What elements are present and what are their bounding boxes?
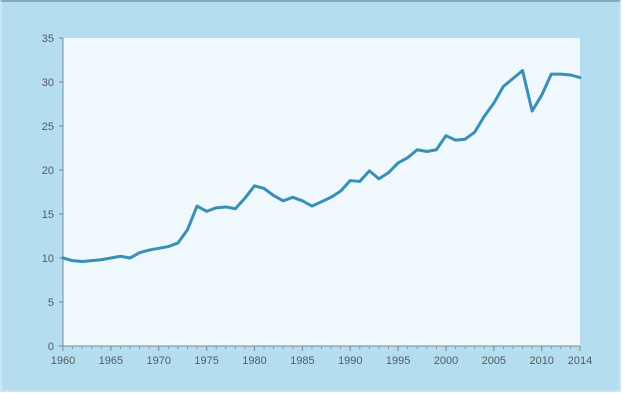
data-point-2008 bbox=[521, 69, 524, 72]
data-point-1960 bbox=[61, 256, 65, 260]
x-tick-label-2014: 2014 bbox=[568, 355, 592, 367]
data-point-2011 bbox=[550, 72, 553, 76]
data-point-1978 bbox=[234, 207, 237, 210]
plot-area bbox=[63, 38, 580, 346]
data-point-1965 bbox=[109, 256, 113, 260]
data-point-1972 bbox=[176, 241, 180, 245]
x-tick-label-2000: 2000 bbox=[434, 355, 458, 367]
data-point-2002 bbox=[463, 138, 467, 141]
data-point-2010 bbox=[540, 94, 543, 97]
data-point-1984 bbox=[291, 196, 294, 199]
x-tick-label-1990: 1990 bbox=[338, 355, 362, 367]
data-point-2004 bbox=[483, 115, 486, 118]
data-point-1967 bbox=[128, 256, 132, 260]
y-tick-label-10: 10 bbox=[42, 253, 54, 265]
y-tick-label-15: 15 bbox=[42, 209, 54, 221]
y-tick-label-25: 25 bbox=[42, 121, 54, 133]
data-point-2006 bbox=[502, 85, 505, 88]
x-tick-label-1980: 1980 bbox=[242, 355, 266, 367]
y-tick-label-35: 35 bbox=[42, 33, 54, 45]
data-point-1987 bbox=[320, 200, 323, 203]
data-point-2005 bbox=[492, 101, 496, 105]
data-point-1985 bbox=[301, 199, 304, 202]
data-point-1975 bbox=[205, 210, 208, 213]
data-point-2003 bbox=[473, 130, 476, 134]
y-tick-label-20: 20 bbox=[42, 165, 54, 177]
x-tick-label-1975: 1975 bbox=[194, 355, 218, 367]
data-point-1988 bbox=[329, 196, 333, 199]
data-point-1991 bbox=[358, 180, 361, 183]
data-point-1976 bbox=[214, 206, 218, 210]
data-point-1990 bbox=[349, 179, 352, 182]
data-point-1994 bbox=[387, 171, 390, 174]
data-point-1963 bbox=[90, 259, 93, 262]
data-point-1995 bbox=[396, 161, 400, 165]
data-point-1999 bbox=[435, 148, 438, 151]
x-tick-label-2005: 2005 bbox=[482, 355, 506, 367]
data-point-1998 bbox=[425, 150, 429, 153]
data-point-1961 bbox=[71, 259, 74, 262]
x-tick-label-1965: 1965 bbox=[99, 355, 123, 367]
data-point-1973 bbox=[186, 228, 189, 232]
x-tick-label-1970: 1970 bbox=[146, 355, 170, 367]
data-point-1971 bbox=[167, 245, 170, 248]
data-point-1986 bbox=[310, 204, 314, 208]
data-point-2014 bbox=[578, 76, 582, 79]
data-point-1996 bbox=[406, 156, 409, 159]
y-tick-label-0: 0 bbox=[48, 341, 54, 353]
data-point-1969 bbox=[147, 248, 151, 252]
data-point-1989 bbox=[339, 189, 342, 193]
data-point-1970 bbox=[157, 247, 160, 250]
data-point-1993 bbox=[377, 177, 381, 180]
x-tick-label-1995: 1995 bbox=[386, 355, 410, 367]
data-point-2001 bbox=[454, 138, 457, 142]
y-tick-label-30: 30 bbox=[42, 77, 54, 89]
data-point-1983 bbox=[282, 199, 285, 202]
data-point-1977 bbox=[224, 205, 227, 209]
x-tick-label-1985: 1985 bbox=[290, 355, 314, 367]
data-point-1982 bbox=[272, 194, 275, 197]
data-point-2000 bbox=[444, 134, 448, 137]
data-point-1992 bbox=[368, 169, 371, 173]
data-point-1997 bbox=[416, 148, 419, 151]
x-tick-label-1960: 1960 bbox=[51, 355, 75, 367]
data-point-1962 bbox=[80, 260, 84, 263]
data-point-1980 bbox=[253, 184, 256, 188]
data-point-1964 bbox=[100, 258, 103, 261]
data-point-1968 bbox=[138, 251, 141, 254]
data-point-2013 bbox=[569, 73, 572, 77]
data-point-2012 bbox=[559, 72, 563, 76]
data-point-2009 bbox=[530, 109, 534, 113]
data-point-1979 bbox=[243, 196, 247, 200]
data-point-1966 bbox=[119, 255, 122, 258]
y-tick-label-5: 5 bbox=[48, 297, 54, 309]
x-tick-label-2010: 2010 bbox=[529, 355, 553, 367]
data-point-1981 bbox=[262, 187, 266, 190]
data-point-2007 bbox=[511, 77, 515, 80]
data-point-1974 bbox=[195, 204, 199, 208]
